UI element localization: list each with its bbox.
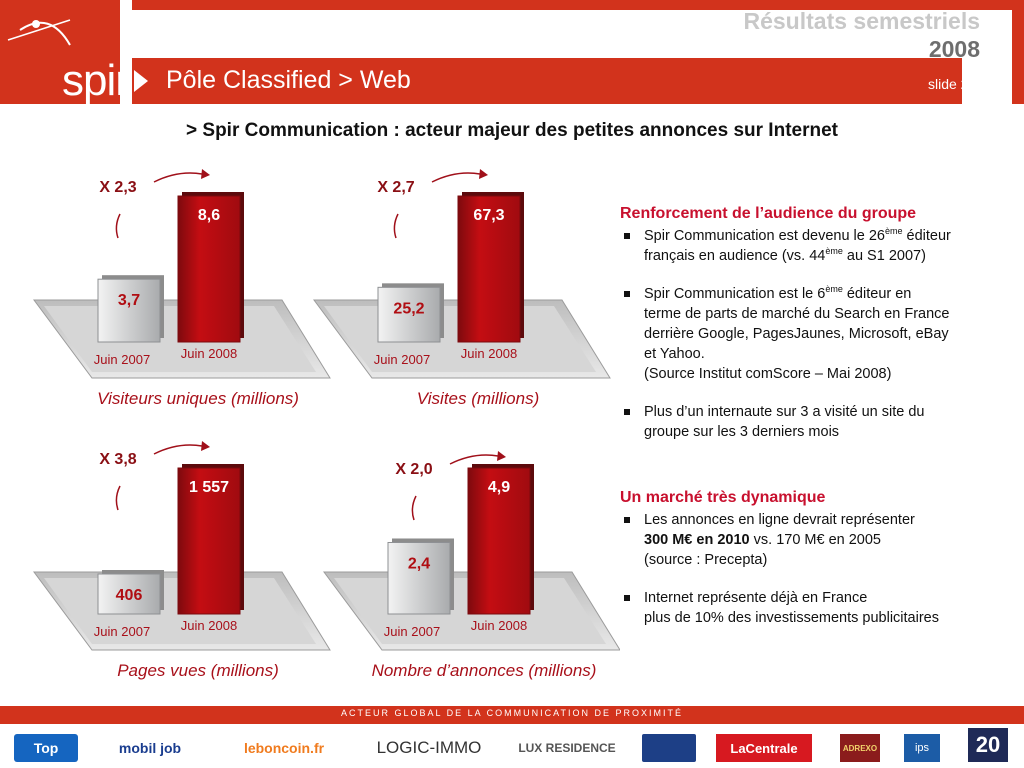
bullet-square-icon (624, 291, 630, 297)
bullet-text-line: français en audience (vs. 44ème au S1 20… (644, 246, 926, 264)
chart-caption: Visites (millions) (417, 389, 540, 408)
report-title: Résultats semestriels (743, 8, 980, 34)
category-tick-label: Juin 2007 (374, 352, 430, 367)
footer-band (0, 706, 1024, 724)
growth-arrow-head-icon (201, 169, 210, 179)
logo-lacentrale[interactable]: LaCentrale (716, 734, 812, 762)
bar-value-label: 25,2 (393, 300, 424, 317)
report-year: 2008 (928, 36, 980, 62)
category-tick-label: Juin 2008 (471, 618, 527, 633)
company-logo: spir (62, 56, 130, 105)
category-tick-label: Juin 2008 (461, 346, 517, 361)
logo-top[interactable]: Top (14, 734, 78, 762)
chart-caption: Nombre d’annonces (millions) (372, 661, 597, 680)
category-tick-label: Juin 2008 (181, 618, 237, 633)
growth-arrow-head-icon (497, 451, 506, 461)
bullet-text-line: Internet représente déjà en France (644, 590, 868, 606)
growth-bracket-icon (411, 495, 417, 521)
category-tick-label: Juin 2007 (384, 624, 440, 639)
logo-leboncoin[interactable]: leboncoin.fr (243, 740, 325, 756)
bar (177, 467, 241, 615)
bar-value-label: 406 (116, 587, 143, 604)
bullet-text-line: Spir Communication est le 6ème éditeur e… (644, 284, 912, 302)
growth-bracket-icon (115, 213, 121, 239)
bullet-item: Spir Communication est devenu le 26ème é… (620, 226, 1016, 266)
growth-multiplier-label: X 2,0 (395, 461, 432, 478)
bar (387, 541, 451, 615)
header-title-ribbon (132, 58, 962, 104)
bar-value-label: 67,3 (473, 207, 504, 224)
bullet-text-line: et Yahoo. (644, 346, 705, 362)
bullet-text-line: (source : Precepta) (644, 552, 768, 568)
header-divider (120, 0, 132, 104)
next-slide-arrow-icon (988, 74, 1002, 94)
bullet-text-line: 300 M€ en 2010 vs. 170 M€ en 2005 (644, 532, 882, 548)
bullet-text-line: plus de 10% des investissements publicit… (644, 610, 939, 626)
partner-logo-strip: Top mobil job leboncoin.fr LOGIC-IMMO LU… (0, 726, 1024, 768)
bullet-text-line: Les annonces en ligne devrait représente… (644, 512, 915, 528)
right-text-column: Renforcement de l’audience du groupe Spi… (620, 204, 1016, 646)
bullet-square-icon (624, 517, 630, 523)
bullet-square-icon (624, 595, 630, 601)
logo-carad[interactable] (642, 734, 696, 762)
bar-value-label: 4,9 (488, 479, 510, 496)
growth-multiplier-label: X 2,3 (99, 179, 136, 196)
bullet-text-line: terme de parts de marché du Search en Fr… (644, 306, 950, 322)
bar-value-label: 2,4 (408, 555, 430, 572)
growth-arrow-icon (153, 444, 203, 455)
chart-caption: Pages vues (millions) (117, 661, 279, 680)
growth-multiplier-label: X 2,7 (377, 179, 414, 196)
growth-arrow-icon (449, 454, 499, 465)
bar-value-label: 1 557 (189, 479, 229, 496)
growth-arrow-head-icon (479, 169, 488, 179)
section-heading-market: Un marché très dynamique (620, 489, 826, 506)
bullet-text-line: (Source Institut comScore – Mai 2008) (644, 366, 892, 382)
growth-arrow-head-icon (201, 441, 210, 451)
logo-ips[interactable]: ips (904, 734, 940, 762)
bullet-item: Plus d’un internaute sur 3 a visité un s… (620, 402, 1016, 442)
footer-tagline: ACTEUR GLOBAL DE LA COMMUNICATION DE PRO… (340, 708, 684, 718)
bullet-square-icon (624, 409, 630, 415)
chart-caption: Visiteurs uniques (millions) (97, 389, 299, 408)
bar (457, 195, 521, 343)
bar-value-label: 3,7 (118, 292, 140, 309)
bar (177, 195, 241, 343)
bullet-square-icon (624, 233, 630, 239)
bullet-text-line: derrière Google, PagesJaunes, Microsoft,… (644, 326, 949, 342)
growth-arrow-icon (431, 172, 481, 183)
category-tick-label: Juin 2007 (94, 352, 150, 367)
growth-bracket-icon (115, 485, 121, 511)
category-tick-label: Juin 2008 (181, 346, 237, 361)
page-title: Pôle Classified > Web (166, 66, 411, 94)
bar (97, 278, 161, 343)
bar-value-label: 8,6 (198, 207, 220, 224)
logo-adrexo[interactable]: ADREXO (840, 734, 880, 762)
bar (377, 286, 441, 343)
logo-mobiljob[interactable]: mobil job (118, 740, 182, 756)
bullet-item: Les annonces en ligne devrait représente… (620, 510, 1016, 570)
slide-number: slide 22 (928, 76, 977, 92)
bullet-text-line: Plus d’un internaute sur 3 a visité un s… (644, 404, 925, 420)
growth-multiplier-label: X 3,8 (99, 451, 136, 468)
bullet-item: Internet représente déjà en France plus … (620, 588, 1016, 628)
archer-icon (7, 19, 71, 46)
logo-lux-residence[interactable]: LUX RESIDENCE (518, 741, 616, 755)
logo-20minutes[interactable]: 20 (968, 728, 1008, 762)
slide-subtitle: > Spir Communication : acteur majeur des… (186, 120, 838, 141)
section-heading-audience: Renforcement de l’audience du groupe (620, 205, 917, 222)
logo-box: spir (0, 0, 130, 105)
title-arrow-icon (134, 70, 148, 92)
bullet-text-line: groupe sur les 3 derniers mois (644, 424, 840, 440)
growth-arrow-icon (153, 172, 203, 183)
category-tick-label: Juin 2007 (94, 624, 150, 639)
bullet-item: Spir Communication est le 6ème éditeur e… (620, 284, 1016, 384)
bar (467, 467, 531, 615)
logo-logic-immo[interactable]: LOGIC-IMMO (376, 738, 482, 757)
bar (97, 573, 161, 615)
bullet-text-line: Spir Communication est devenu le 26ème é… (644, 226, 951, 244)
charts-area: 3,7 Juin 2007 8,6 Juin 2008 X 2,3 Visiteurs u… (33, 169, 620, 680)
growth-bracket-icon (393, 213, 399, 239)
